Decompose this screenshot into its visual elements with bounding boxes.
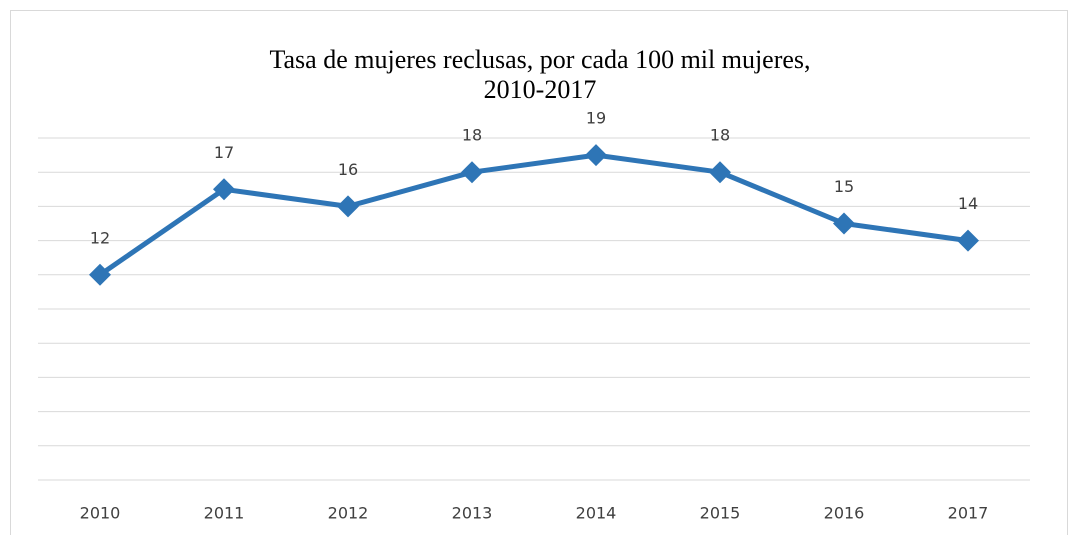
x-tick-label: 2015 bbox=[700, 504, 741, 523]
data-label: 18 bbox=[710, 126, 730, 145]
marker bbox=[833, 212, 855, 235]
x-tick-label: 2013 bbox=[452, 504, 493, 523]
marker bbox=[957, 229, 979, 252]
chart-title: 2010-2017 bbox=[484, 75, 597, 104]
x-tick-label: 2011 bbox=[204, 504, 245, 523]
marker bbox=[213, 178, 235, 201]
data-label: 19 bbox=[586, 109, 606, 128]
data-label: 18 bbox=[462, 126, 482, 145]
x-tick-label: 2016 bbox=[824, 504, 865, 523]
chart-border bbox=[10, 10, 1068, 535]
data-label: 15 bbox=[834, 177, 854, 196]
x-tick-label: 2017 bbox=[948, 504, 989, 523]
line bbox=[98, 152, 969, 277]
marker bbox=[461, 161, 483, 184]
x-tick-label: 2010 bbox=[80, 504, 121, 523]
data-label: 17 bbox=[214, 143, 234, 162]
marker bbox=[337, 195, 359, 218]
marker bbox=[585, 144, 607, 167]
data-label: 16 bbox=[338, 160, 358, 179]
marker bbox=[709, 161, 731, 184]
data-label: 12 bbox=[90, 228, 110, 247]
chart-title: Tasa de mujeres reclusas, por cada 100 m… bbox=[269, 45, 810, 74]
data-label: 14 bbox=[958, 194, 978, 213]
x-tick-label: 2012 bbox=[328, 504, 369, 523]
marker bbox=[89, 263, 111, 286]
x-tick-label: 2014 bbox=[576, 504, 617, 523]
